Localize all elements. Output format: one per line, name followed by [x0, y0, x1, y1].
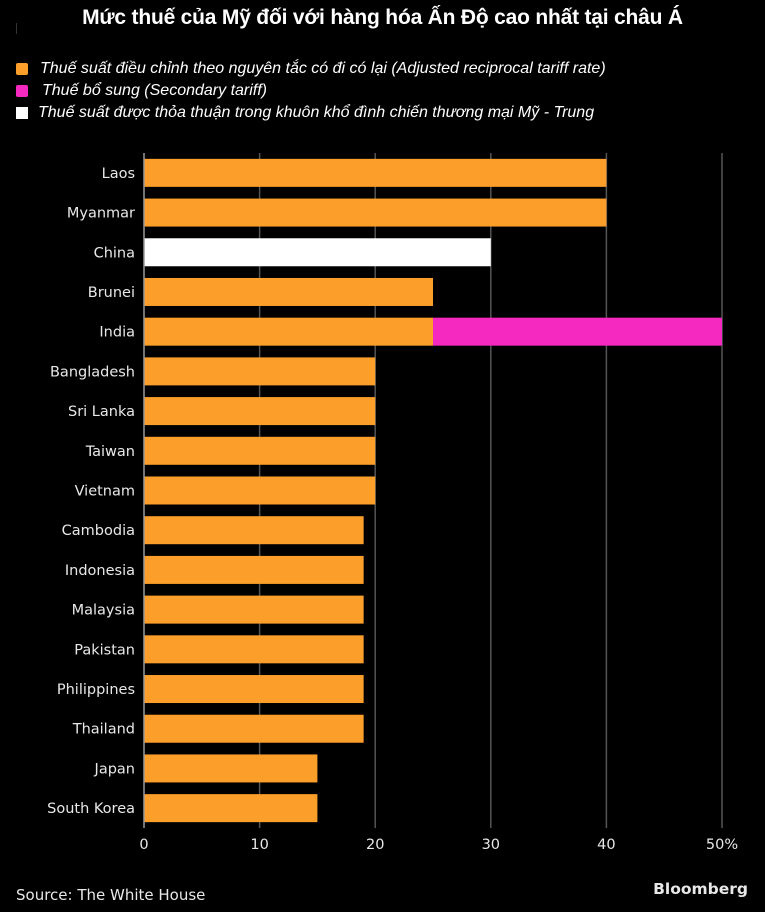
legend-swatch-reciprocal	[16, 63, 28, 75]
bar-sri-lanka-series-0	[144, 397, 376, 426]
bloomberg-logo: Bloomberg	[653, 880, 748, 898]
chart-title: Mức thuế của Mỹ đối với hàng hóa Ấn Độ c…	[82, 6, 683, 29]
legend-label-secondary: Thuế bổ sung (Secondary tariff)	[42, 82, 268, 99]
bar-brunei-series-0	[144, 277, 433, 306]
bar-taiwan-series-0	[144, 436, 376, 465]
category-label: Malaysia	[72, 603, 135, 619]
bar-indonesia-series-0	[144, 555, 364, 584]
bar-vietnam-series-0	[144, 476, 376, 505]
legend-item-reciprocal: Thuế suất điều chỉnh theo nguyên tắc có …	[16, 58, 606, 80]
category-label: Bangladesh	[50, 364, 135, 380]
legend-label-reciprocal: Thuế suất điều chỉnh theo nguyên tắc có …	[40, 60, 606, 77]
legend-item-secondary: Thuế bổ sung (Secondary tariff)	[16, 80, 606, 102]
category-label: Indonesia	[65, 563, 135, 579]
x-tick-label: 50%	[706, 837, 738, 853]
bars	[144, 158, 722, 823]
category-label: India	[99, 325, 135, 341]
source-note: Source: The White House	[16, 886, 206, 904]
bar-philippines-series-0	[144, 675, 364, 704]
bar-bangladesh-series-0	[144, 357, 376, 386]
category-label: Myanmar	[67, 206, 135, 222]
legend-item-us-china-truce: Thuế suất được thỏa thuận trong khuôn kh…	[16, 102, 606, 124]
legend-label-us-china-truce: Thuế suất được thỏa thuận trong khuôn kh…	[38, 104, 595, 121]
legend-swatch-secondary	[16, 85, 28, 97]
category-label: Pakistan	[74, 642, 135, 658]
x-tick-label: 20	[366, 837, 384, 853]
bar-cambodia-series-0	[144, 516, 364, 545]
category-label: Thailand	[72, 722, 135, 738]
category-label: Brunei	[88, 285, 135, 301]
category-label: Laos	[102, 166, 135, 182]
bar-japan-series-0	[144, 754, 318, 783]
category-label: China	[94, 245, 135, 261]
bar-pakistan-series-0	[144, 635, 364, 664]
category-label: Philippines	[57, 682, 135, 698]
x-tick-label: 0	[139, 837, 148, 853]
bar-india-series-1	[433, 317, 722, 346]
bar-laos-series-0	[144, 158, 607, 187]
bar-south-korea-series-0	[144, 794, 318, 823]
category-label: Cambodia	[62, 523, 135, 539]
bar-thailand-series-0	[144, 714, 364, 743]
x-tick-label: 40	[597, 837, 615, 853]
x-tick-labels: 0 10 20 30 40 50%	[139, 837, 738, 853]
x-tick-label: 30	[482, 837, 500, 853]
category-label: South Korea	[47, 801, 135, 817]
bar-china-series-2	[144, 238, 491, 267]
category-label: Sri Lanka	[68, 404, 135, 420]
legend: Thuế suất điều chỉnh theo nguyên tắc có …	[16, 58, 606, 124]
category-label: Vietnam	[75, 484, 135, 500]
bar-malaysia-series-0	[144, 595, 364, 624]
category-label: Taiwan	[85, 444, 135, 460]
bar-india-series-0	[144, 317, 433, 346]
left-edge-mark	[16, 23, 17, 34]
legend-swatch-us-china-truce	[16, 107, 28, 119]
category-label: Japan	[94, 761, 135, 777]
bar-myanmar-series-0	[144, 198, 607, 227]
x-tick-label: 10	[250, 837, 268, 853]
category-labels: Laos Myanmar China Brunei India Bangladesh Sri…	[47, 166, 135, 817]
